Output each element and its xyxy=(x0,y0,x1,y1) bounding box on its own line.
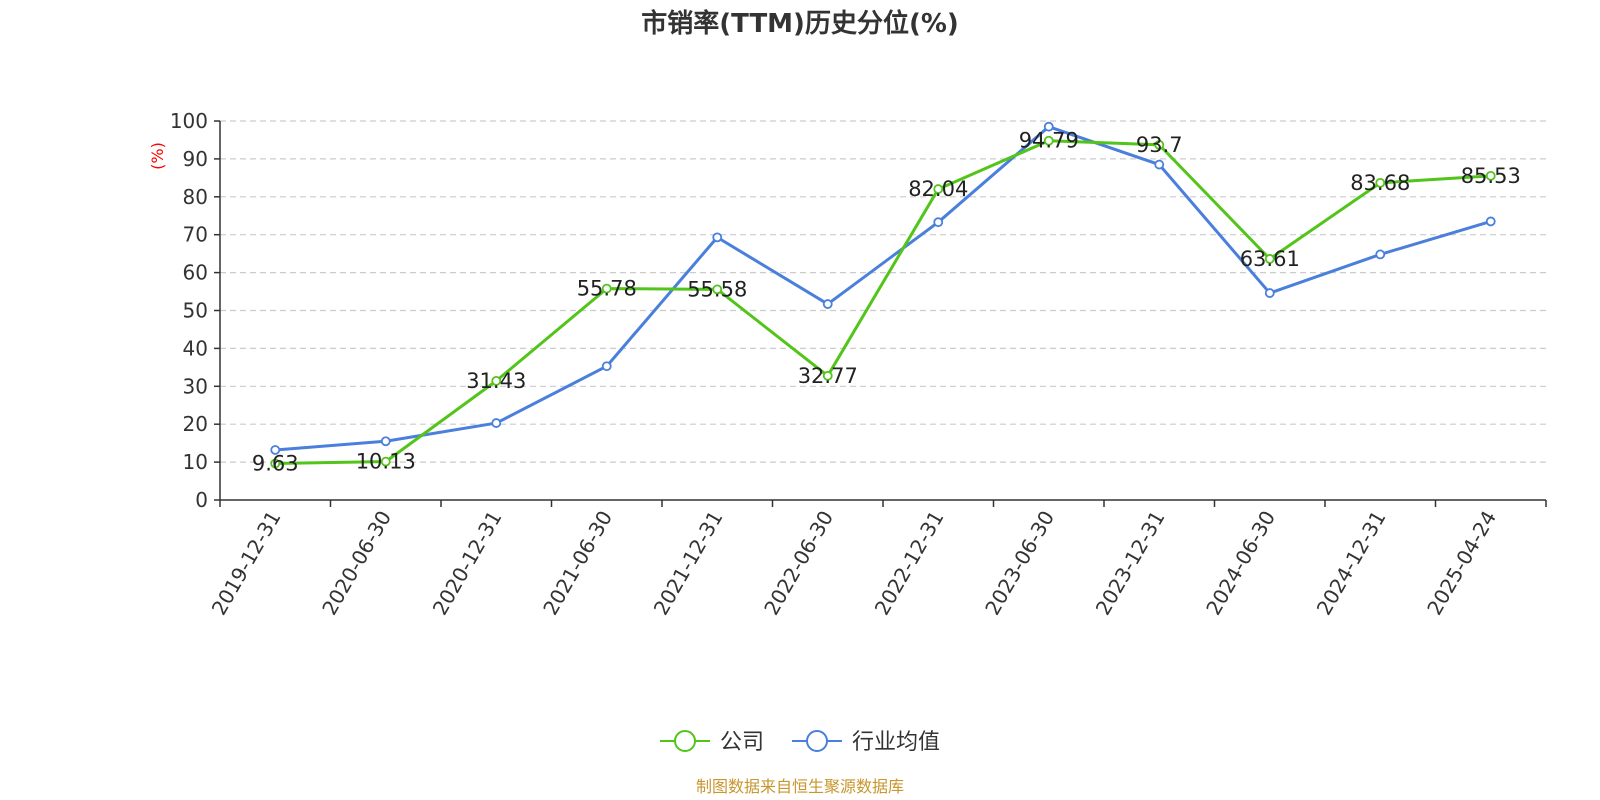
data-point[interactable] xyxy=(601,283,612,294)
y-tick-label: 50 xyxy=(183,299,208,323)
data-label: 94.79 xyxy=(1019,129,1079,153)
data-point[interactable] xyxy=(270,458,281,469)
data-point[interactable] xyxy=(1485,170,1496,181)
x-tick-label: 2020-12-31 xyxy=(428,507,507,620)
data-label: 10.13 xyxy=(356,450,416,474)
data-point[interactable] xyxy=(712,232,723,243)
data-point[interactable] xyxy=(1375,177,1386,188)
data-point[interactable] xyxy=(380,456,391,467)
x-tick-label: 2022-12-31 xyxy=(870,507,949,620)
data-label: 9.63 xyxy=(252,452,299,476)
data-point[interactable] xyxy=(1154,159,1165,170)
y-tick-label: 40 xyxy=(183,336,208,360)
data-point[interactable] xyxy=(822,299,833,309)
y-tick-label: 100 xyxy=(170,109,208,133)
x-tick-label: 2021-12-31 xyxy=(649,507,728,620)
data-point[interactable] xyxy=(933,217,944,228)
data-point[interactable] xyxy=(1485,216,1496,227)
data-label: 63.61 xyxy=(1240,247,1300,271)
data-point[interactable] xyxy=(1154,139,1165,150)
x-tick-label: 2024-06-30 xyxy=(1201,507,1280,620)
x-tick-label: 2025-04-24 xyxy=(1422,507,1501,620)
data-point[interactable] xyxy=(1264,254,1275,264)
data-label: 31.43 xyxy=(466,369,526,393)
data-point[interactable] xyxy=(601,361,612,372)
data-point[interactable] xyxy=(933,184,944,194)
y-tick-label: 10 xyxy=(183,450,208,474)
legend-label: 公司 xyxy=(720,730,764,755)
legend-marker xyxy=(806,730,828,752)
series-line xyxy=(275,125,1492,452)
data-point[interactable] xyxy=(270,445,281,455)
data-point[interactable] xyxy=(1375,249,1386,260)
y-tick-label: 20 xyxy=(183,412,208,436)
y-tick-label: 60 xyxy=(183,261,208,285)
data-point[interactable] xyxy=(1043,135,1054,146)
data-label: 82.04 xyxy=(908,177,968,201)
grid-lines xyxy=(220,120,1546,463)
data-label: 93.7 xyxy=(1136,133,1183,157)
x-tick-label: 2023-06-30 xyxy=(980,507,1059,620)
x-tick-label: 2024-12-31 xyxy=(1312,507,1391,620)
data-point[interactable] xyxy=(380,436,391,447)
data-point[interactable] xyxy=(491,418,502,428)
legend-item[interactable]: 行业均值 xyxy=(792,730,940,755)
data-point[interactable] xyxy=(1043,121,1054,132)
x-tick-label: 2023-12-31 xyxy=(1091,507,1170,620)
data-label: 55.58 xyxy=(687,277,747,301)
legend-marker xyxy=(674,730,696,752)
source-note: 制图数据来自恒生聚源数据库 xyxy=(696,777,904,796)
data-label: 55.78 xyxy=(577,277,637,301)
series-line xyxy=(275,139,1491,466)
data-point[interactable] xyxy=(712,284,723,295)
x-tick-label: 2019-12-31 xyxy=(207,507,286,620)
x-tick-label: 2021-06-30 xyxy=(538,507,617,620)
y-tick-label: 30 xyxy=(183,374,208,398)
y-axis-unit: (%) xyxy=(148,142,167,170)
y-tick-label: 80 xyxy=(183,185,208,209)
series-lines xyxy=(270,121,1496,469)
x-tick-label: 2020-06-30 xyxy=(317,507,396,620)
data-label: 85.53 xyxy=(1461,164,1521,188)
y-tick-label: 70 xyxy=(183,223,208,247)
axes: 0 10 20 30 40 50 60 70 80 90 100 2019-12-31 2020-06-… xyxy=(170,109,1547,620)
legend-item[interactable]: 公司 xyxy=(660,730,764,755)
data-label: 32.77 xyxy=(798,364,858,388)
data-point[interactable] xyxy=(822,370,833,381)
chart-title: 市销率(TTM)历史分位(%) xyxy=(641,8,959,39)
data-point[interactable] xyxy=(491,375,502,386)
data-label: 83.68 xyxy=(1350,171,1410,195)
y-tick-label: 0 xyxy=(195,488,208,512)
legend[interactable]: 公司 行业均值 xyxy=(660,730,940,755)
legend-label: 行业均值 xyxy=(852,730,940,755)
y-tick-label: 90 xyxy=(183,147,208,171)
data-point[interactable] xyxy=(1264,288,1275,298)
x-tick-label: 2022-06-30 xyxy=(759,507,838,620)
data-labels: 9.63 10.13 31.43 55.78 55.58 32.77 82.04 94.79 9… xyxy=(252,129,1521,476)
